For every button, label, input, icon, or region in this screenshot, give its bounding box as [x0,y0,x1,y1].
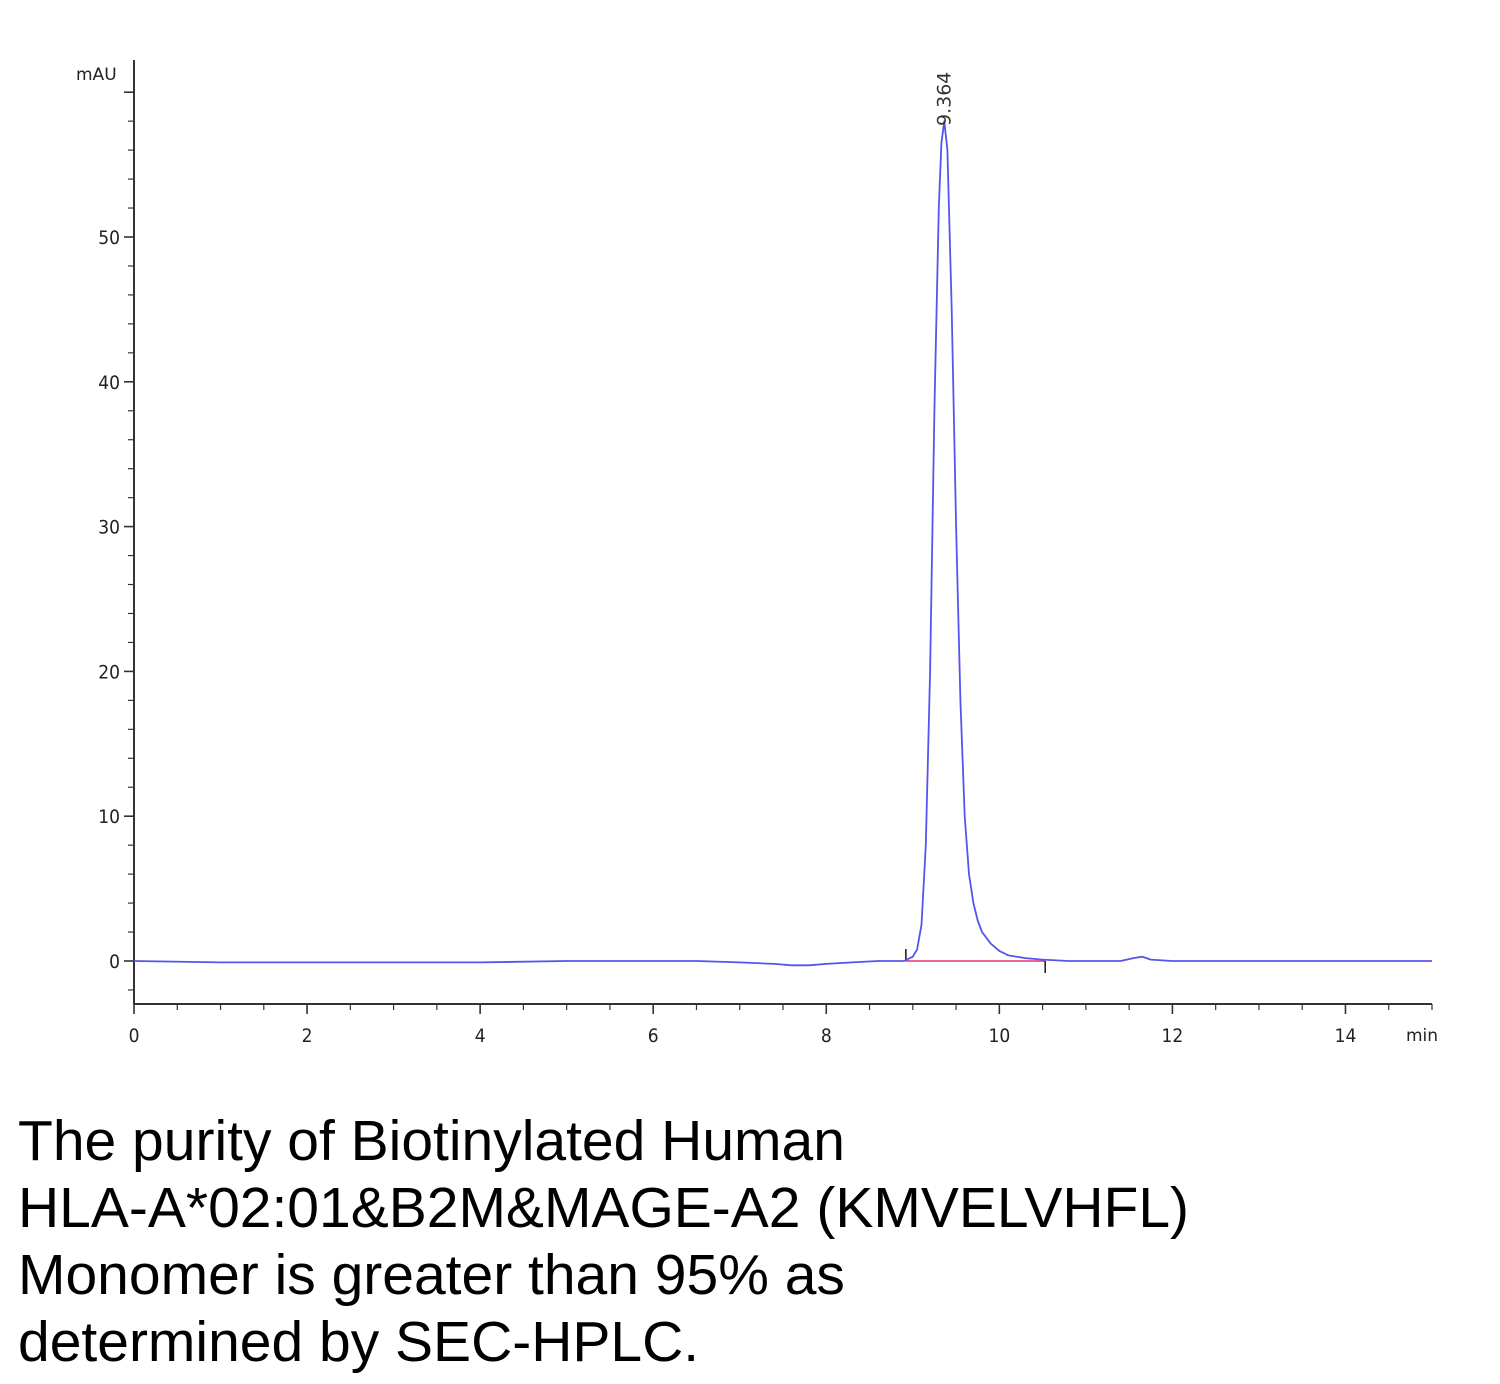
y-axis-unit-label: mAU [76,65,117,85]
y-tick-label: 30 [98,517,120,539]
peak-retention-time-label: 9.364 [933,72,955,126]
caption-line-4: determined by SEC-HPLC. [18,1310,700,1374]
caption-line-1: The purity of Biotinylated Human [18,1109,845,1173]
x-axis-ticks: 0 2 4 6 8 10 12 14 [129,1004,1433,1047]
x-tick-label: 12 [1162,1025,1184,1047]
y-tick-label: 40 [98,372,120,394]
x-axis-unit-label: min [1406,1026,1438,1046]
y-tick-label: 20 [98,661,120,683]
x-tick-label: 6 [648,1025,659,1047]
y-tick-label: 0 [109,951,120,973]
plot-area [133,120,1432,973]
chromatogram-trace-line [133,120,1432,967]
x-tick-label: 2 [302,1025,313,1047]
x-tick-label: 0 [129,1025,140,1047]
caption-line-2: HLA-A*02:01&B2M&MAGE-A2 (KMVELVHFL) [18,1176,1190,1240]
y-tick-label: 10 [98,806,120,828]
y-axis-ticks: 0 10 20 30 40 50 [98,91,134,991]
x-tick-label: 4 [475,1025,486,1047]
chromatogram-chart: 0 10 20 30 40 50 0 2 4 6 8 10 12 14 mAU min 9.364 [76,60,1438,1047]
x-tick-label: 10 [988,1025,1010,1047]
y-tick-label: 50 [98,227,120,249]
caption-line-3: Monomer is greater than 95% as [18,1243,845,1307]
x-tick-label: 8 [821,1025,832,1047]
chart-axes [133,60,1432,1005]
purity-caption: The purity of Biotinylated Human HLA-A*0… [18,1108,1478,1376]
x-tick-label: 14 [1335,1025,1357,1047]
